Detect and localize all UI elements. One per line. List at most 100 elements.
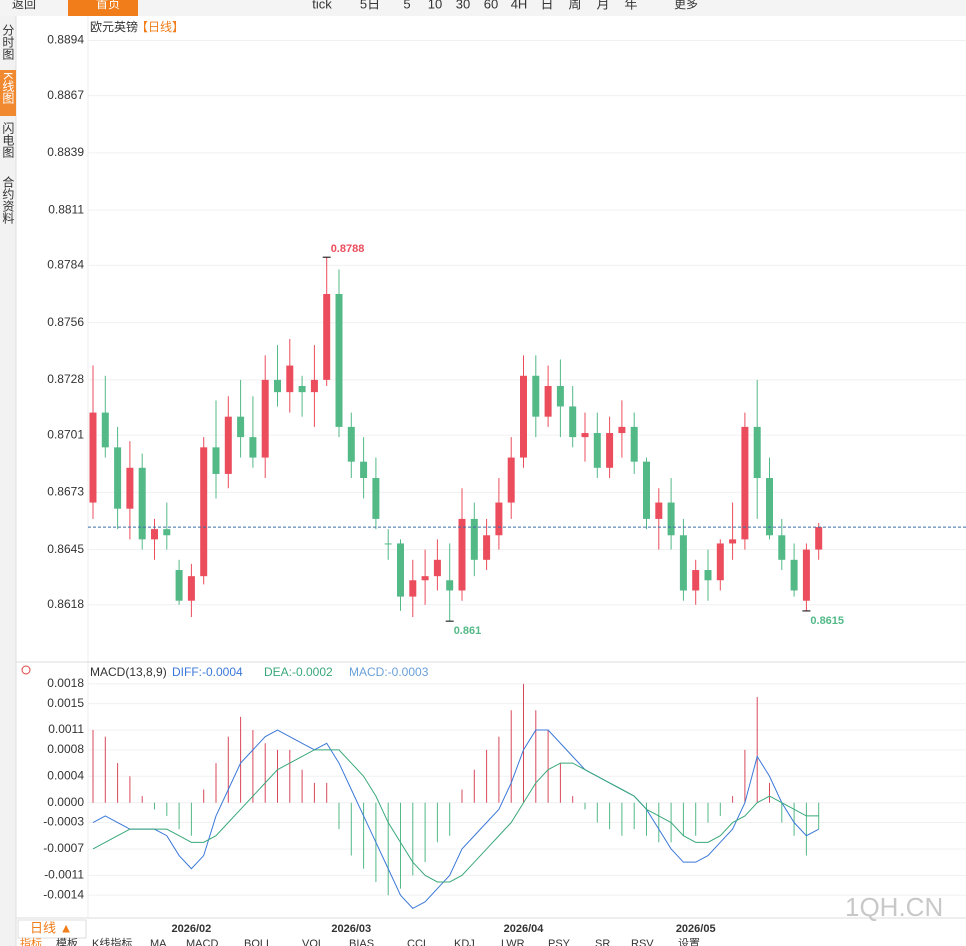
x-tick-label: 2026/05 <box>676 923 716 935</box>
candle-body <box>544 386 552 417</box>
chart-title: 欧元英镑 <box>90 19 138 34</box>
candle-body <box>212 447 220 474</box>
period-label: 【日线】 <box>136 20 184 34</box>
y-tick-label: 0.0011 <box>48 722 84 736</box>
y-tick-label: 0.8701 <box>47 427 84 441</box>
active-tab-bg <box>0 70 16 116</box>
indicator-tab[interactable]: K线指标 <box>92 936 132 946</box>
candle-body <box>237 416 245 438</box>
candle-body <box>790 559 798 591</box>
back-button[interactable]: 返回 <box>12 0 36 11</box>
candle-body <box>421 576 429 581</box>
candle-body <box>335 293 343 427</box>
indicator-tab[interactable]: KDJ <box>454 938 475 946</box>
candle-body <box>556 386 564 407</box>
candle-body <box>298 386 306 393</box>
toolbar-item[interactable]: 年 <box>624 0 637 11</box>
toolbar <box>0 0 966 16</box>
candle-body <box>483 535 491 560</box>
candle-body <box>569 406 577 438</box>
indicator-tab[interactable]: 模板 <box>56 936 78 946</box>
candle-body <box>397 543 404 597</box>
macd-title: MACD(13,8,9) <box>90 665 167 679</box>
y-tick-label: 0.8673 <box>47 485 84 499</box>
side-tab[interactable]: 闪电图 <box>1 122 15 158</box>
legend-entry: MACD:-0.0003 <box>349 665 429 679</box>
indicator-tab[interactable]: BIAS <box>349 938 374 946</box>
x-tick-label: 2026/04 <box>504 923 545 935</box>
side-tab[interactable]: K线图 <box>1 72 15 104</box>
candle-body <box>507 457 515 503</box>
candle-body <box>495 502 503 536</box>
side-tab[interactable]: 分时图 <box>1 24 15 60</box>
candle-body <box>581 433 589 438</box>
y-tick-label: 0.8784 <box>47 258 84 272</box>
candle-body <box>200 447 208 577</box>
candle-body <box>593 433 601 468</box>
period-selector[interactable]: 日线 ▲ <box>30 920 72 935</box>
indicator-tab[interactable]: RSV <box>631 938 654 946</box>
candle-body <box>101 412 109 448</box>
candle-body <box>729 539 737 544</box>
candle-body <box>433 559 441 577</box>
y-tick-label: 0.8867 <box>47 88 84 102</box>
toolbar-item[interactable]: 4H <box>511 0 528 11</box>
y-tick-label: 0.8894 <box>47 33 84 47</box>
candle-body <box>470 518 478 560</box>
indicator-tab[interactable]: PSY <box>548 938 571 946</box>
candle-body <box>520 375 527 458</box>
y-tick-label: 0.8811 <box>48 202 84 216</box>
toolbar-item[interactable]: 日 <box>540 0 553 11</box>
indicator-tab[interactable]: CCI <box>407 938 426 946</box>
candle-body <box>163 529 171 536</box>
candle-body <box>347 426 355 462</box>
candle-body <box>815 527 823 550</box>
extreme-label: 0.8615 <box>810 615 844 627</box>
y-tick-label: 0.8756 <box>47 315 84 329</box>
candle-body <box>766 478 773 536</box>
candle-body <box>667 502 675 536</box>
y-tick-label: 0.0008 <box>47 742 84 756</box>
candle-body <box>175 570 183 601</box>
candle-body <box>187 576 195 601</box>
indicator-tab[interactable]: BOLL <box>244 938 272 946</box>
indicator-tab[interactable]: SR <box>595 938 610 946</box>
toolbar-item[interactable]: 5 <box>403 0 410 11</box>
toolbar-item[interactable]: tick <box>312 0 332 11</box>
x-tick-label: 2026/03 <box>331 923 371 935</box>
indicator-tab[interactable]: VOL <box>302 938 324 946</box>
home-button-bg[interactable] <box>68 0 138 16</box>
candle-body <box>618 426 626 434</box>
toolbar-item[interactable]: 30 <box>456 0 470 11</box>
candle-body <box>692 570 700 591</box>
toolbar-item[interactable]: 10 <box>428 0 442 11</box>
indicator-tab[interactable]: MACD <box>186 938 218 946</box>
indicator-tab[interactable]: 指标 <box>20 936 42 946</box>
indicator-tab[interactable]: 设置 <box>678 937 700 946</box>
legend-entry: DIFF:-0.0004 <box>172 665 243 679</box>
more-button[interactable]: 更多 <box>674 0 698 11</box>
indicator-tab[interactable]: LWR <box>501 938 525 946</box>
y-tick-label: -0.0014 <box>43 887 84 901</box>
settings-icon[interactable] <box>21 665 31 675</box>
candle-body <box>643 461 650 519</box>
indicator-tab[interactable]: MA <box>150 938 167 946</box>
toolbar-item[interactable]: 月 <box>596 0 609 11</box>
toolbar-item[interactable]: 周 <box>568 0 581 11</box>
toolbar-item[interactable]: 60 <box>484 0 498 11</box>
home-button[interactable]: 首页 <box>96 0 120 11</box>
period-box[interactable] <box>17 919 87 939</box>
y-tick-label: 0.8728 <box>47 372 84 386</box>
candle-body <box>151 529 158 540</box>
side-tab[interactable]: 合约资料 <box>1 175 15 224</box>
candle-body <box>446 580 454 591</box>
candle-body <box>310 379 318 393</box>
extreme-label: 0.861 <box>454 625 482 637</box>
candle-body <box>704 570 712 581</box>
candle-body <box>741 426 749 540</box>
y-tick-label: -0.0011 <box>44 868 84 882</box>
candle-body <box>630 426 638 462</box>
side-bar <box>0 16 16 946</box>
toolbar-item[interactable]: 5日 <box>360 0 380 11</box>
